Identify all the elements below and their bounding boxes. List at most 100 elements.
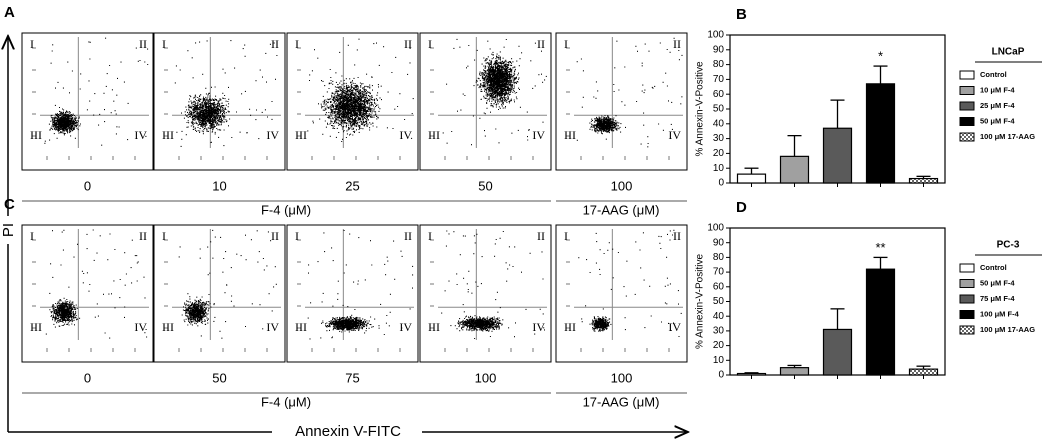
y-tick-label: 40 xyxy=(713,311,725,322)
scatter-cloud xyxy=(44,37,149,146)
legend-swatch xyxy=(959,101,975,111)
quadrant-label: III xyxy=(30,320,42,334)
quadrant-label: III xyxy=(295,128,307,142)
y-tick-label: 10 xyxy=(713,355,725,366)
quadrant-label: II xyxy=(673,37,681,51)
legend-swatch xyxy=(959,263,975,273)
legend-label: 10 μM F-4 xyxy=(980,85,1015,94)
scatter-cloud xyxy=(45,229,148,339)
annexin-label-bg xyxy=(272,420,422,444)
agent-label: F-4 (μM) xyxy=(261,202,311,217)
y-tick-label: 60 xyxy=(713,89,725,100)
quadrant-label: IV xyxy=(668,128,681,142)
legend-swatch xyxy=(959,279,975,288)
y-tick-label: 80 xyxy=(713,59,725,70)
dose-label: 0 xyxy=(84,178,91,193)
x-axis-label: Annexin V-FITC xyxy=(295,423,401,440)
bar xyxy=(908,177,939,184)
flow-panel xyxy=(286,224,419,363)
quadrant-label: IV xyxy=(399,128,412,142)
dose-label: 50 xyxy=(478,178,492,193)
y-tick-label: 80 xyxy=(713,252,725,263)
y-tick-label: 90 xyxy=(713,237,725,248)
y-axis-label: % Annexin-V-Positive xyxy=(695,61,706,156)
quadrant-label: III xyxy=(564,320,576,334)
dose-label: 100 xyxy=(611,370,633,385)
reference-label: 17-AAG (μM) xyxy=(583,202,660,217)
y-tick-label: 60 xyxy=(713,281,725,292)
scatter-cloud xyxy=(576,37,683,148)
panel-letter: B xyxy=(736,6,747,23)
legend-label: 25 μM F-4 xyxy=(980,101,1015,110)
quadrant-label: II xyxy=(537,229,545,243)
quadrant-label: I xyxy=(30,229,34,243)
quadrant-label: III xyxy=(162,320,174,334)
legend-swatch xyxy=(959,294,975,304)
panel-letter: C xyxy=(4,196,15,213)
quadrant-label: IV xyxy=(134,128,147,142)
flow-panel xyxy=(21,224,154,363)
y-tick-label: 90 xyxy=(713,44,725,55)
flow-panel xyxy=(419,32,552,171)
quadrant-label: II xyxy=(404,229,412,243)
dose-label: 100 xyxy=(611,178,633,193)
quadrant-label: III xyxy=(30,128,42,142)
quadrant-label: II xyxy=(537,37,545,51)
y-tick-label: 50 xyxy=(713,296,725,307)
quadrant-label: I xyxy=(428,37,432,51)
y-tick-label: 0 xyxy=(718,178,724,189)
legend-swatch xyxy=(959,325,975,335)
quadrant-label: II xyxy=(139,229,147,243)
quadrant-label: III xyxy=(162,128,174,142)
quadrant-label: I xyxy=(30,37,34,51)
dose-label: 50 xyxy=(212,370,226,385)
agent-label: F-4 (μM) xyxy=(261,394,311,409)
flow-panel xyxy=(555,224,688,363)
quadrant-label: IV xyxy=(532,320,545,334)
flow-panel xyxy=(419,224,552,363)
y-tick-label: 50 xyxy=(713,104,725,115)
y-tick-label: 10 xyxy=(713,163,725,174)
flow-panel xyxy=(153,224,286,363)
legend-swatch xyxy=(959,117,975,126)
bar xyxy=(736,173,767,184)
scatter-cloud xyxy=(307,229,414,340)
quadrant-label: I xyxy=(295,37,299,51)
y-tick-label: 40 xyxy=(713,118,725,129)
scatter-cloud xyxy=(307,38,414,143)
quadrant-label: III xyxy=(295,320,307,334)
quadrant-label: II xyxy=(673,229,681,243)
dose-label: 25 xyxy=(345,178,359,193)
legend-label: 75 μM F-4 xyxy=(980,294,1015,303)
legend-swatch xyxy=(959,70,975,80)
y-tick-label: 70 xyxy=(713,267,725,278)
quadrant-label: IV xyxy=(266,128,279,142)
bar xyxy=(736,372,767,376)
quadrant-label: IV xyxy=(399,320,412,334)
bar xyxy=(865,268,896,376)
quadrant-label: III xyxy=(428,128,440,142)
panel-letter: D xyxy=(736,199,747,216)
scatter-cloud xyxy=(174,40,278,147)
y-axis-label: % Annexin-V-Positive xyxy=(695,254,706,349)
dose-label: 0 xyxy=(84,370,91,385)
quadrant-label: I xyxy=(295,229,299,243)
quadrant-label: I xyxy=(564,229,568,243)
quadrant-label: IV xyxy=(532,128,545,142)
reference-label: 17-AAG (μM) xyxy=(583,394,660,409)
y-tick-label: 30 xyxy=(713,326,725,337)
bar xyxy=(865,83,896,184)
y-tick-label: 20 xyxy=(713,148,725,159)
scatter-cloud xyxy=(578,229,682,338)
pi-label-bg xyxy=(0,216,18,244)
bar xyxy=(779,367,810,376)
quadrant-label: I xyxy=(162,229,166,243)
legend-swatch xyxy=(959,86,975,95)
dose-label: 10 xyxy=(212,178,226,193)
dose-label: 75 xyxy=(345,370,359,385)
quadrant-label: III xyxy=(428,320,440,334)
quadrant-label: IV xyxy=(266,320,279,334)
quadrant-label: III xyxy=(564,128,576,142)
quadrant-label: II xyxy=(271,229,279,243)
